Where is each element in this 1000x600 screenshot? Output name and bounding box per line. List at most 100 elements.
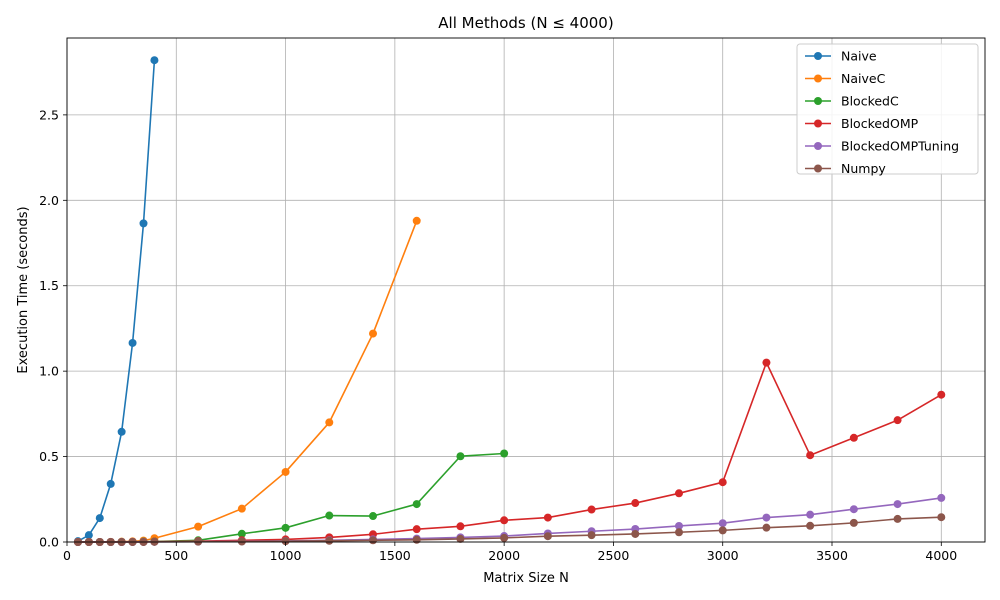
data-point-naive xyxy=(95,514,104,523)
data-point-blockedomptuning xyxy=(718,519,727,528)
x-tick-label: 500 xyxy=(164,548,188,563)
y-tick-label: 0.5 xyxy=(39,449,59,464)
legend-label: BlockedC xyxy=(841,94,899,109)
data-point-numpy xyxy=(237,537,246,546)
data-point-numpy xyxy=(412,535,421,544)
data-point-naivec xyxy=(325,418,334,427)
data-point-blockedomptuning xyxy=(937,493,946,502)
x-tick-label: 2000 xyxy=(488,548,520,563)
y-tick-label: 2.0 xyxy=(39,193,59,208)
legend-swatch-marker xyxy=(814,97,822,105)
legend-item-numpy: Numpy xyxy=(805,161,886,176)
data-point-blockedomp xyxy=(587,505,596,514)
legend-item-blockedc: BlockedC xyxy=(805,94,899,109)
chart-title: All Methods (N ≤ 4000) xyxy=(438,14,613,32)
data-point-naive xyxy=(139,219,148,228)
y-tick-label: 2.5 xyxy=(39,107,59,122)
legend-swatch-marker xyxy=(814,142,822,150)
plot-frame xyxy=(66,37,986,543)
x-tick-label: 3000 xyxy=(707,548,739,563)
data-point-blockedomptuning xyxy=(675,521,683,530)
data-point-numpy xyxy=(849,518,858,527)
legend-swatch-marker xyxy=(814,119,822,128)
data-point-blockedc xyxy=(456,452,465,461)
legend-item-naivec: NaiveC xyxy=(805,71,886,86)
data-point-blockedomp xyxy=(762,358,771,367)
legend-item-blockedomptuning: BlockedOMPTuning xyxy=(805,139,959,154)
x-axis-label: Matrix Size N xyxy=(483,571,569,586)
data-point-blockedomptuning xyxy=(762,513,771,522)
data-point-blockedomp xyxy=(631,499,640,508)
data-point-numpy xyxy=(675,528,683,537)
x-tick-label: 0 xyxy=(63,548,71,563)
data-point-blockedc xyxy=(369,512,377,521)
legend-item-naive: Naive xyxy=(805,49,877,64)
data-point-numpy xyxy=(456,534,465,543)
data-point-blockedomp xyxy=(412,525,421,534)
y-tick-label: 1.5 xyxy=(39,278,59,293)
data-point-blockedomp xyxy=(675,489,683,498)
data-point-naivec xyxy=(281,467,290,476)
legend-label: Numpy xyxy=(841,161,886,176)
data-point-numpy xyxy=(325,536,334,545)
data-point-blockedomptuning xyxy=(849,505,858,514)
data-point-naive xyxy=(128,338,137,347)
data-point-numpy xyxy=(631,529,640,538)
x-tick-label: 1500 xyxy=(379,548,411,563)
legend-swatch-marker xyxy=(814,52,822,60)
data-point-blockedomp xyxy=(500,516,509,525)
data-point-blockedomp xyxy=(718,478,727,487)
x-tick-label: 2500 xyxy=(598,548,630,563)
data-point-naivec xyxy=(237,504,246,513)
data-point-naivec xyxy=(369,329,377,338)
data-point-numpy xyxy=(500,533,509,542)
data-point-blockedc xyxy=(237,529,246,538)
data-point-naive xyxy=(106,479,115,488)
legend-swatch-marker xyxy=(814,164,822,173)
x-tick-label: 4000 xyxy=(925,548,957,563)
legend: Naive NaiveC BlockedC BlockedOMP BlockedOMPT… xyxy=(796,43,979,176)
series-layer xyxy=(73,56,946,546)
data-point-naive xyxy=(150,56,159,65)
data-point-blockedomp xyxy=(849,433,858,442)
data-point-numpy xyxy=(762,523,771,532)
data-point-blockedomptuning xyxy=(893,500,902,509)
x-tick-label: 1000 xyxy=(270,548,302,563)
ticks: 0 500 1000 1500 2000 2500 3000 3500 4000 0.0 0.5 1.… xyxy=(39,107,957,563)
data-point-naivec xyxy=(194,522,203,531)
data-point-blockedomp xyxy=(806,451,815,460)
data-point-naivec xyxy=(412,216,421,225)
data-point-numpy xyxy=(369,536,377,545)
legend-label: Naive xyxy=(841,49,877,64)
legend-swatch-marker xyxy=(814,74,822,83)
data-point-numpy xyxy=(893,514,902,523)
data-point-numpy xyxy=(281,537,290,546)
data-point-blockedc xyxy=(500,449,509,458)
legend-item-blockedomp: BlockedOMP xyxy=(805,116,919,131)
data-point-blockedomp xyxy=(456,522,465,531)
y-tick-label: 0.0 xyxy=(39,535,59,550)
data-point-blockedc xyxy=(412,500,421,509)
legend-box xyxy=(796,43,979,175)
data-point-numpy xyxy=(587,531,596,540)
data-point-numpy xyxy=(937,513,946,522)
data-point-blockedomp xyxy=(543,513,552,522)
series-naive xyxy=(73,56,159,546)
data-point-numpy xyxy=(806,521,815,530)
data-point-numpy xyxy=(543,532,552,541)
data-point-naive xyxy=(84,531,93,540)
data-point-blockedomp xyxy=(937,390,946,399)
x-tick-label: 3500 xyxy=(816,548,848,563)
data-point-numpy xyxy=(718,526,727,535)
legend-label: BlockedOMP xyxy=(841,116,919,131)
data-point-blockedc xyxy=(281,523,290,532)
legend-label: BlockedOMPTuning xyxy=(841,139,959,154)
data-point-blockedomp xyxy=(893,416,902,425)
legend-label: NaiveC xyxy=(841,71,886,86)
data-point-blockedc xyxy=(325,511,334,520)
data-point-blockedomptuning xyxy=(806,510,815,519)
y-tick-label: 1.0 xyxy=(39,364,59,379)
data-point-naive xyxy=(117,427,126,436)
